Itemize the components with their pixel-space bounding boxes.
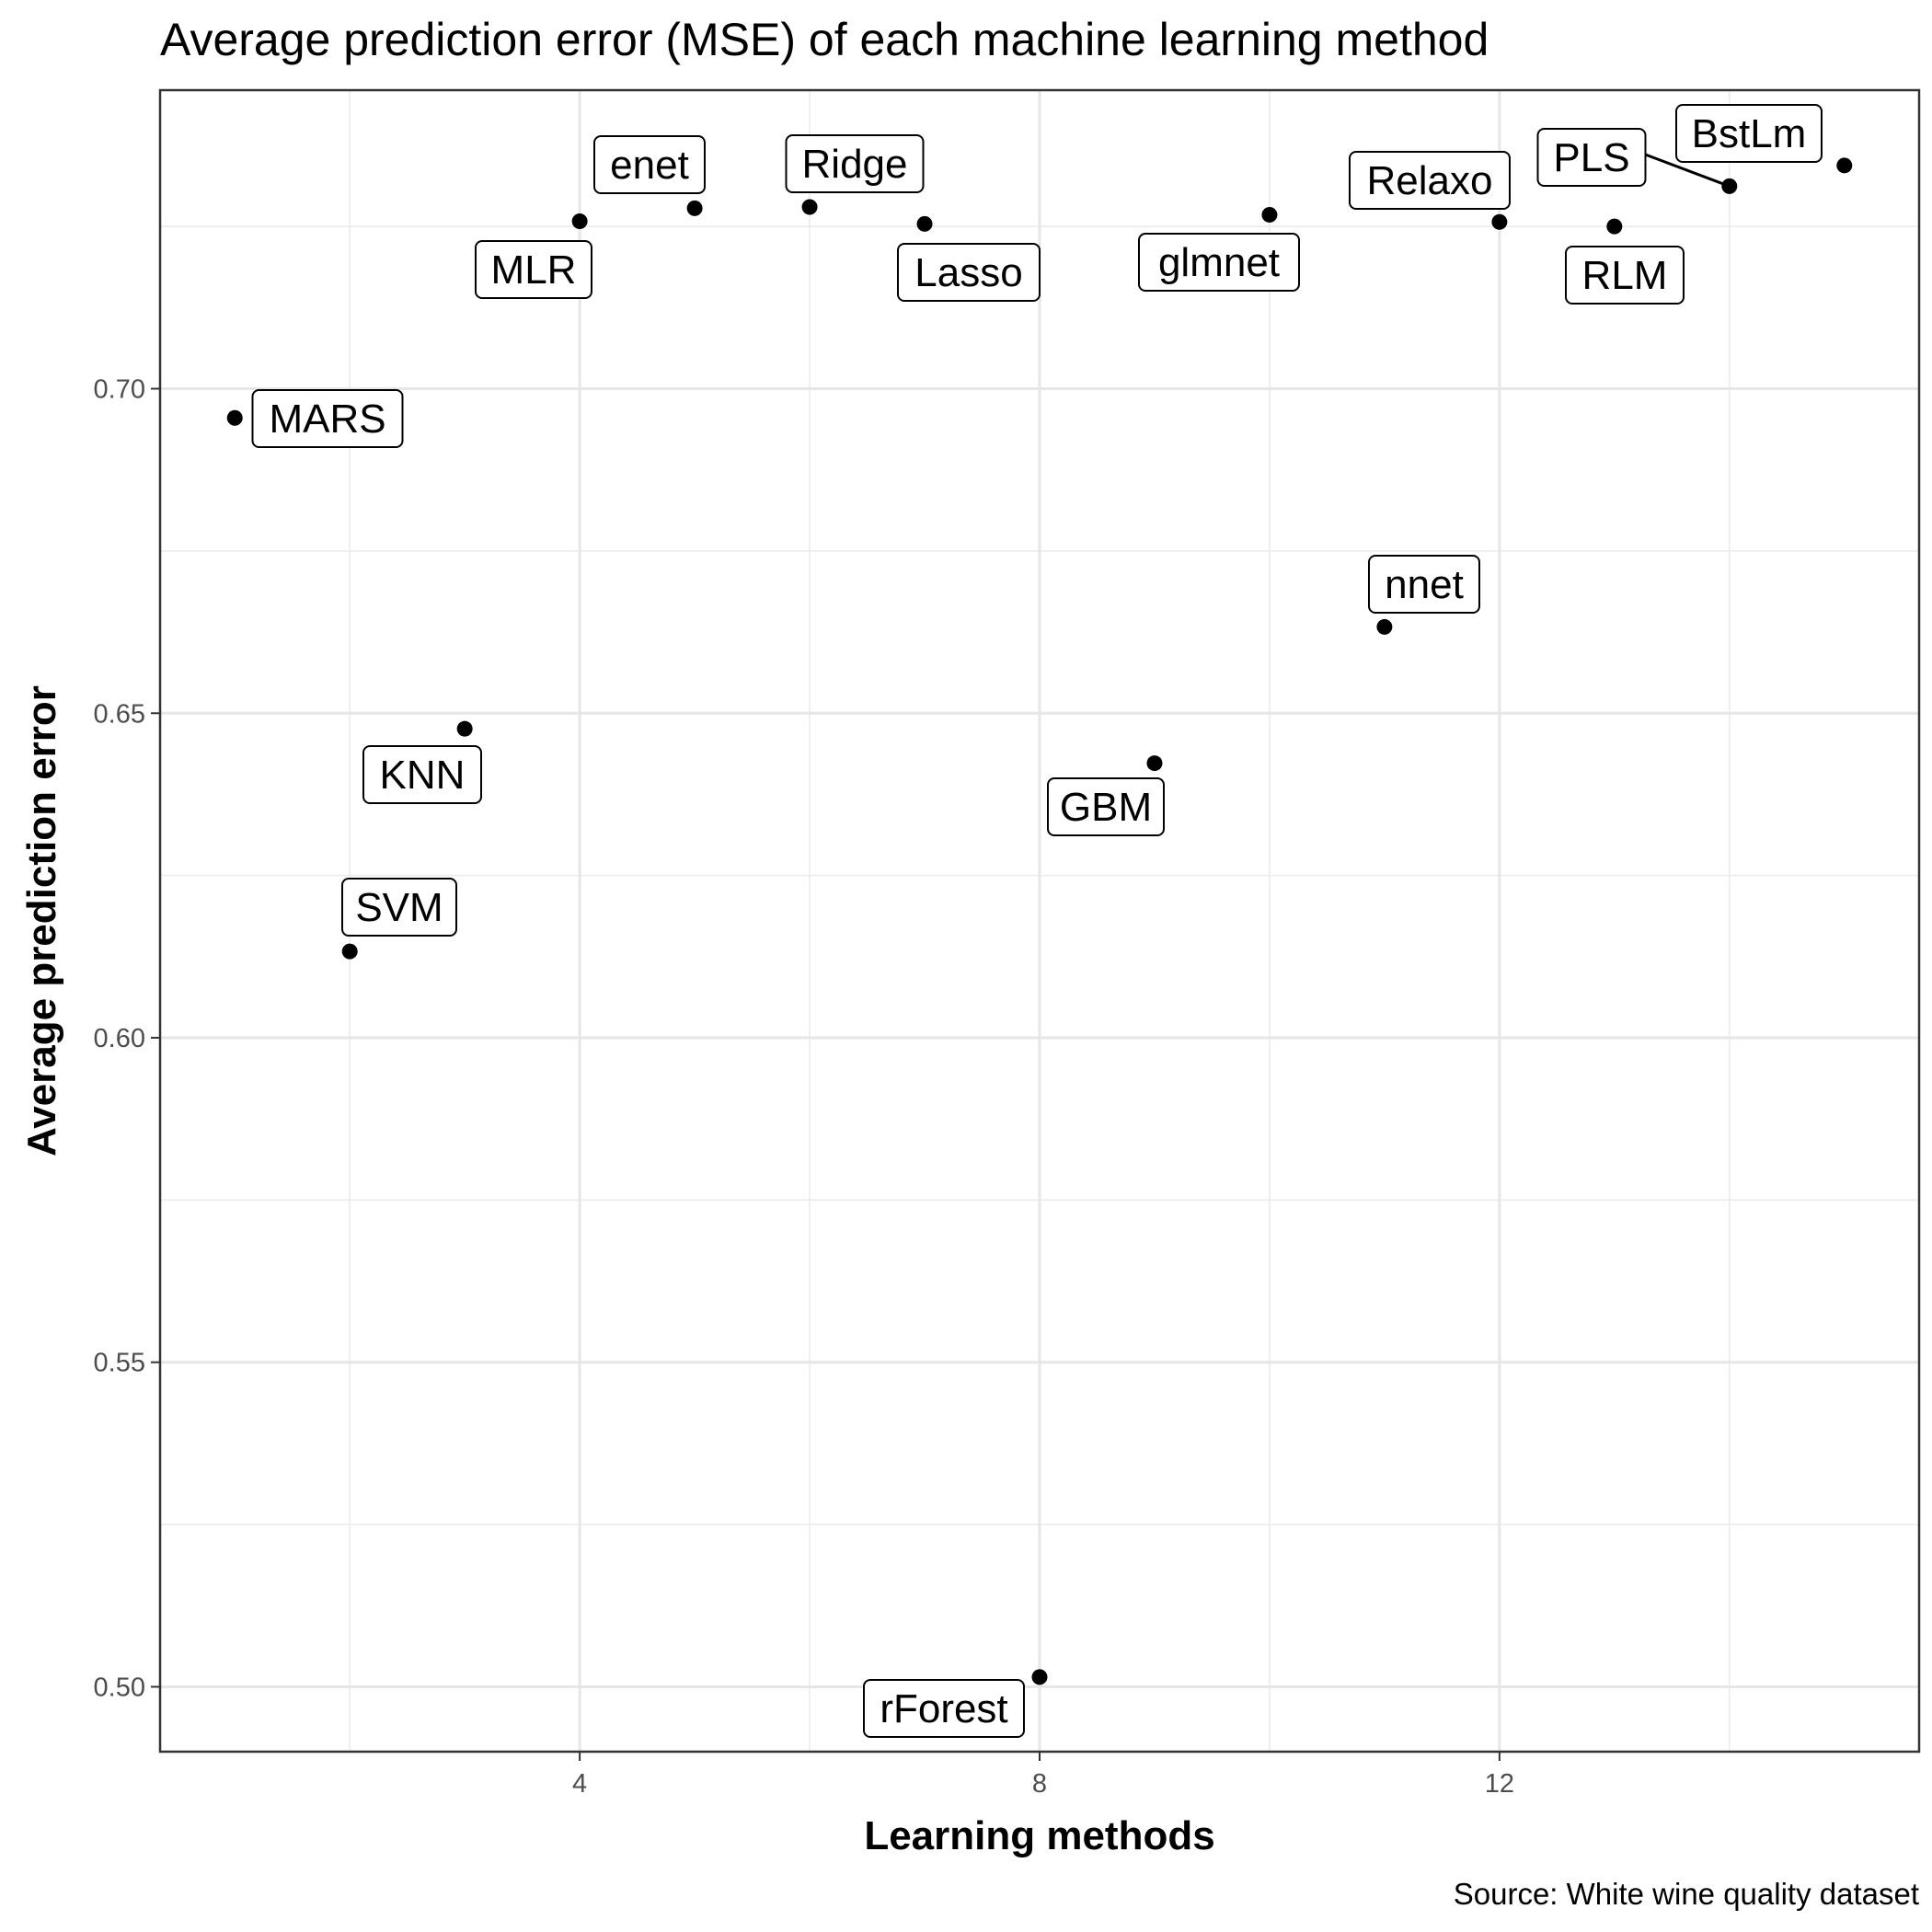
x-axis: 4 8 12 <box>572 1752 1514 1799</box>
point-label-rlm: RLM <box>1565 246 1685 305</box>
label-text: glmnet <box>1158 240 1280 285</box>
label-box <box>362 745 482 804</box>
label-text: BstLm <box>1692 111 1807 156</box>
data-point-bstlm <box>1836 157 1853 174</box>
data-point-mars <box>226 409 243 426</box>
data-point-lasso <box>916 215 933 232</box>
data-point-svm <box>341 943 358 960</box>
label-text: nnet <box>1385 562 1464 607</box>
point-label-nnet: nnet <box>1368 555 1480 614</box>
point-label-enet: enet <box>593 135 706 194</box>
label-box <box>863 1679 1025 1738</box>
label-box <box>1565 246 1685 305</box>
y-axis-title: Average prediction error <box>19 685 64 1156</box>
y-tick-label: 0.70 <box>94 375 145 405</box>
x-tick-label: 4 <box>572 1769 587 1799</box>
y-tick-label: 0.65 <box>94 699 145 729</box>
y-tick-label: 0.50 <box>94 1673 145 1702</box>
label-text: MARS <box>269 397 385 442</box>
label-box <box>251 389 404 448</box>
label-text: RLM <box>1582 253 1668 298</box>
point-label-ridge: Ridge <box>785 134 925 193</box>
label-box <box>475 240 592 299</box>
y-axis: 0.50 0.55 0.60 0.65 0.70 <box>94 375 160 1702</box>
chart-title: Average prediction error (MSE) of each m… <box>160 14 1489 65</box>
label-text: PLS <box>1553 135 1629 180</box>
label-box <box>1368 555 1480 614</box>
point-label-gbm: GBM <box>1047 777 1165 836</box>
label-text: GBM <box>1060 785 1152 830</box>
x-tick-label: 12 <box>1485 1769 1514 1799</box>
label-connectors <box>1644 153 1731 188</box>
data-point-knn <box>456 720 473 737</box>
data-point-rlm <box>1606 218 1623 235</box>
point-label-mars: MARS <box>251 389 404 448</box>
label-text: enet <box>610 143 689 188</box>
data-point-mlr <box>571 213 588 230</box>
y-tick-label: 0.60 <box>94 1024 145 1053</box>
point-labels: MARS SVM KNN MLR enet Ridge Lasso rForest GBM glm… <box>251 104 1823 1738</box>
label-box <box>897 243 1041 302</box>
data-point-ridge <box>801 199 818 215</box>
point-label-bstlm: BstLm <box>1675 104 1823 163</box>
data-point-enet <box>686 200 703 216</box>
label-text: SVM <box>355 885 443 930</box>
point-label-glmnet: glmnet <box>1138 233 1300 292</box>
label-box <box>341 878 457 937</box>
label-text: Lasso <box>914 250 1022 295</box>
label-text: rForest <box>880 1686 1007 1731</box>
data-point-gbm <box>1146 755 1163 772</box>
data-point-relaxo <box>1491 213 1508 230</box>
point-label-svm: SVM <box>341 878 457 937</box>
point-label-rforest: rForest <box>863 1679 1025 1738</box>
label-connector-pls <box>1644 153 1731 188</box>
label-box <box>1536 128 1647 187</box>
label-box <box>1675 104 1823 163</box>
point-label-knn: KNN <box>362 745 482 804</box>
major-gridlines <box>160 90 1919 1752</box>
label-text: Relaxo <box>1367 158 1493 203</box>
chart-caption: Source: White wine quality dataset <box>1453 1877 1919 1911</box>
label-box <box>1047 777 1165 836</box>
label-text: Ridge <box>802 142 908 187</box>
label-box <box>593 135 706 194</box>
data-point-pls <box>1721 178 1738 194</box>
point-label-lasso: Lasso <box>897 243 1041 302</box>
y-tick-label: 0.55 <box>94 1349 145 1378</box>
label-box <box>785 134 925 193</box>
point-label-pls: PLS <box>1536 128 1647 187</box>
x-tick-label: 8 <box>1032 1769 1047 1799</box>
data-point-rforest <box>1031 1669 1048 1685</box>
label-text: KNN <box>380 753 466 798</box>
data-points <box>226 157 1853 1685</box>
data-point-nnet <box>1376 618 1393 635</box>
point-label-mlr: MLR <box>475 240 592 299</box>
x-axis-title: Learning methods <box>864 1813 1214 1858</box>
point-label-relaxo: Relaxo <box>1349 151 1511 210</box>
data-point-glmnet <box>1261 206 1278 223</box>
label-box <box>1138 233 1300 292</box>
label-box <box>1349 151 1511 210</box>
label-text: MLR <box>491 247 577 293</box>
